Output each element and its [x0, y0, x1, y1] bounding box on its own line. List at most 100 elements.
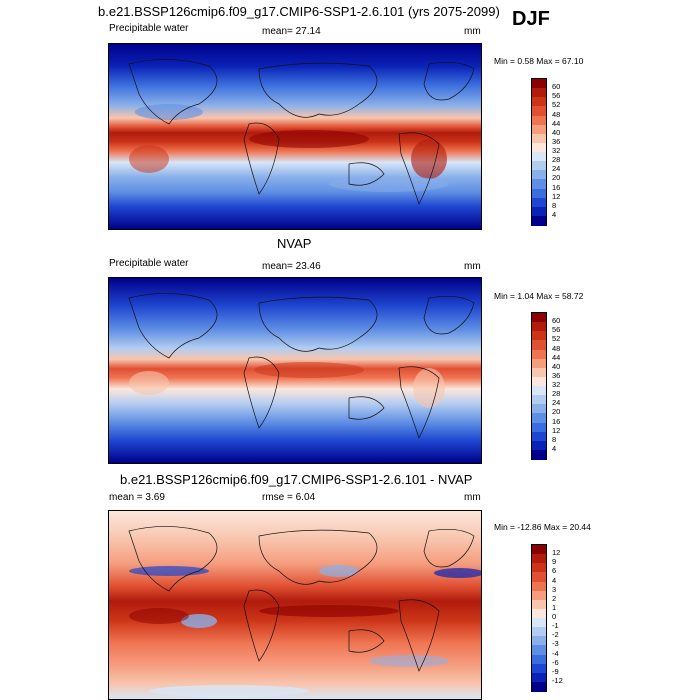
colorbar-swatch [532, 636, 546, 646]
colorbar-swatch [532, 331, 546, 341]
colorbar-swatch [532, 545, 546, 555]
panel-units-label: mm [464, 26, 481, 37]
colorbar-tick-label: -3 [552, 639, 559, 649]
colorbar-swatch [532, 590, 546, 601]
colorbar-tick-label: 3 [552, 584, 557, 594]
colorbar-swatch [532, 197, 546, 208]
colorbar-tick-label: 4 [552, 209, 557, 219]
colorbar-swatch [532, 404, 546, 414]
colorbar-swatch [532, 618, 546, 628]
colorbar-swatch [532, 654, 546, 665]
colorbar-tick-label: 32 [552, 380, 561, 389]
colorbar-swatch [532, 395, 546, 405]
colorbar-tick-label: 12 [552, 548, 561, 558]
colorbar-swatch [532, 340, 546, 350]
panel-mean-label: mean= 27.14 [262, 26, 321, 37]
season-label: DJF [512, 8, 550, 30]
colorbar-tick-label: 44 [552, 352, 561, 362]
colorbar-nvap [531, 312, 547, 460]
colorbar-swatch [532, 79, 546, 89]
colorbar-tick-label: -9 [552, 666, 559, 676]
colorbar-swatch [532, 376, 546, 387]
colorbar-swatch [532, 599, 546, 610]
colorbar-tick-label: 4 [552, 443, 557, 453]
colorbar-tick-label: 40 [552, 127, 561, 137]
colorbar-tick-label: 60 [552, 82, 561, 92]
colorbar-swatch [532, 608, 546, 619]
colorbar-tick-label: 16 [552, 416, 561, 426]
colorbar-swatch [532, 152, 546, 162]
colorbar-swatch [532, 161, 546, 171]
colorbar-swatch [532, 663, 546, 674]
colorbar-swatch [532, 97, 546, 107]
precip-water-map-nvap [108, 277, 482, 464]
colorbar-tick-label: 56 [552, 325, 561, 335]
colorbar-tick-label: -1 [552, 621, 559, 631]
colorbar-tick-label: 6 [552, 566, 557, 576]
colorbar-tick-label: 0 [552, 612, 557, 621]
panel-title: b.e21.BSSP126cmip6.f09_g17.CMIP6-SSP1-2.… [120, 472, 473, 487]
colorbar-tick-label: -2 [552, 630, 559, 640]
colorbar-tick-label: 20 [552, 173, 561, 183]
colorbar-tick-label: 60 [552, 316, 561, 326]
figure-title: b.e21.BSSP126cmip6.f09_g17.CMIP6-SSP1-2.… [98, 4, 500, 19]
panel-title: NVAP [277, 236, 312, 251]
colorbar-tick-label: 2 [552, 593, 557, 603]
colorbar-tick-label: 48 [552, 109, 561, 119]
colorbar-swatch [532, 206, 546, 217]
colorbar-tick-label: 16 [552, 182, 561, 192]
colorbar-tick-label: 56 [552, 91, 561, 101]
colorbar-tick-label: -4 [552, 648, 559, 658]
colorbar-tick-label: 1 [552, 602, 557, 612]
colorbar-swatch [532, 367, 546, 378]
panel-mean-label: mean = 3.69 [109, 492, 165, 503]
panel-units-label: mm [464, 261, 481, 272]
colorbar-swatch [532, 358, 546, 369]
colorbar-tick-label: 20 [552, 407, 561, 417]
panel-mean-label: mean= 23.46 [262, 261, 321, 272]
colorbar-tick-label: 24 [552, 164, 561, 174]
colorbar-swatch [532, 349, 546, 360]
colorbar-swatch [532, 554, 546, 564]
colorbar-tick-label: 28 [552, 155, 561, 165]
colorbar-tick-label: 40 [552, 361, 561, 371]
colorbar-swatch [532, 681, 546, 692]
colorbar-swatch [532, 179, 546, 189]
panel-left-label: Precipitable water [109, 258, 189, 269]
colorbar-model [531, 78, 547, 226]
colorbar-tick-label: 52 [552, 334, 561, 344]
precip-water-map-model [108, 43, 482, 230]
colorbar-swatch [532, 672, 546, 683]
colorbar-tick-label: -12 [552, 675, 563, 685]
panel-left-label: Precipitable water [109, 23, 189, 34]
colorbar-tick-label: 4 [552, 575, 557, 585]
colorbar-swatch [532, 106, 546, 116]
colorbar-swatch [532, 313, 546, 323]
colorbar-tick-label: 32 [552, 146, 561, 155]
panel-units-label: mm [464, 492, 481, 503]
colorbar-swatch [532, 581, 546, 592]
colorbar-tick-label: 28 [552, 389, 561, 399]
colorbar-tick-label: 48 [552, 343, 561, 353]
colorbar-tick-label: 12 [552, 425, 561, 435]
colorbar-tick-label: 44 [552, 118, 561, 128]
colorbar-tick-label: 52 [552, 100, 561, 110]
colorbar-swatch [532, 627, 546, 637]
colorbar-swatch [532, 422, 546, 433]
colorbar-swatch [532, 115, 546, 126]
panel-rmse-label: rmse = 6.04 [262, 492, 316, 503]
colorbar-swatch [532, 133, 546, 144]
minmax-label: Min = -12.86 Max = 20.44 [494, 522, 591, 532]
minmax-label: Min = 0.58 Max = 67.10 [494, 56, 584, 66]
colorbar-swatch [532, 188, 546, 199]
colorbar-difference [531, 544, 547, 692]
colorbar-swatch [532, 170, 546, 180]
minmax-label: Min = 1.04 Max = 58.72 [494, 291, 584, 301]
precip-water-map-difference [108, 510, 482, 700]
colorbar-swatch [532, 322, 546, 332]
colorbar-swatch [532, 386, 546, 396]
colorbar-tick-label: 36 [552, 136, 561, 146]
colorbar-tick-label: 36 [552, 370, 561, 380]
colorbar-tick-label: 9 [552, 557, 557, 567]
colorbar-swatch [532, 88, 546, 98]
